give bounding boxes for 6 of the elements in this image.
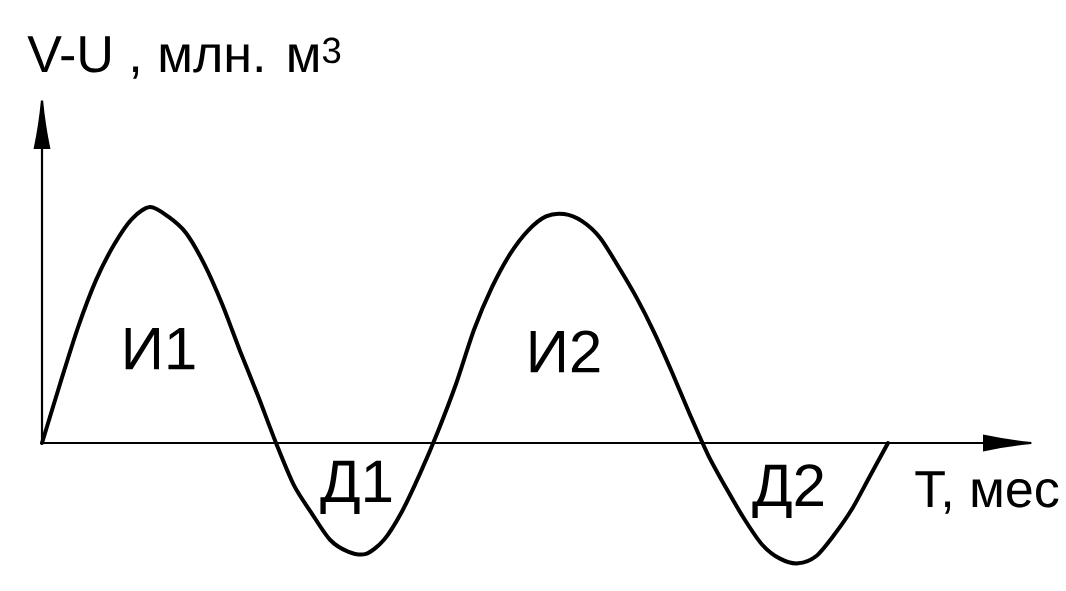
annotation: И1 bbox=[125, 327, 195, 370]
annotation: Д2 bbox=[752, 464, 823, 519]
y-axis-title: V-U , млн. м$^{3}$ bbox=[27, 36, 341, 79]
annotation: Д1 bbox=[320, 460, 392, 514]
annotation: И2 bbox=[530, 330, 600, 373]
x-axis-title: T, мес bbox=[915, 471, 1059, 514]
